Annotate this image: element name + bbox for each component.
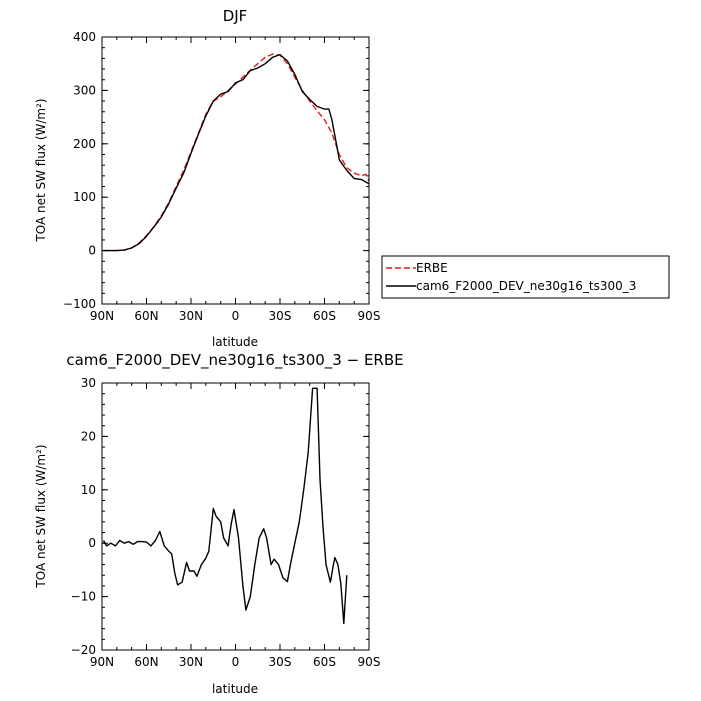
x-tick-label-bottom: 0	[232, 655, 240, 669]
x-tick-label-top: 60S	[313, 309, 336, 323]
y-tick-label-bottom: 0	[88, 536, 96, 550]
x-tick-label-top: 30N	[179, 309, 203, 323]
y-tick-label-bottom: 10	[81, 483, 96, 497]
x-tick-label-top: 30S	[269, 309, 292, 323]
x-tick-label-bottom: 60S	[313, 655, 336, 669]
plot-frame-bottom	[101, 382, 370, 651]
y-axis-label-top: TOA net SW flux (W/m²)	[34, 98, 48, 242]
y-tick-label-top: 100	[73, 190, 96, 204]
x-tick-label-top: 60N	[134, 309, 158, 323]
x-tick-label-top: 90N	[90, 309, 114, 323]
x-tick-label-top: 0	[232, 309, 240, 323]
chart-title-bottom: cam6_F2000_DEV_ne30g16_ts300_3 − ERBE	[66, 351, 403, 370]
series-lines-top	[103, 53, 370, 252]
series-lines-bottom	[102, 387, 348, 624]
y-tick-label-top: 400	[73, 30, 96, 44]
series-line-top-0	[103, 53, 370, 252]
legend-box	[381, 255, 670, 299]
x-tick-label-bottom: 90S	[358, 655, 381, 669]
legend-label-model: cam6_F2000_DEV_ne30g16_ts300_3	[416, 279, 636, 293]
chart-title-top: DJF	[223, 7, 248, 25]
x-tick-label-top: 90S	[358, 309, 381, 323]
legend: ERBE cam6_F2000_DEV_ne30g16_ts300_3	[381, 255, 670, 299]
axis-ticks-bottom: 90N 60N 30N 0 30S 60S 90S −20 −10 0 10 20 30	[71, 376, 381, 669]
y-tick-label-bottom: 30	[81, 376, 96, 390]
series-line-bottom-0	[102, 387, 348, 624]
y-tick-label-bottom: −20	[71, 643, 96, 657]
y-tick-label-top: 200	[73, 137, 96, 151]
y-tick-label-top: −100	[63, 297, 96, 311]
x-axis-label-bottom: latitude	[212, 682, 258, 696]
x-tick-label-bottom: 90N	[90, 655, 114, 669]
x-tick-label-bottom: 30N	[179, 655, 203, 669]
y-axis-label-bottom: TOA net SW flux (W/m²)	[34, 444, 48, 588]
y-tick-label-bottom: −10	[71, 590, 96, 604]
series-line-top-1	[103, 53, 370, 252]
y-tick-label-top: 300	[73, 83, 96, 97]
plot-frame-top	[101, 36, 370, 305]
x-tick-label-bottom: 30S	[269, 655, 292, 669]
y-tick-label-bottom: 20	[81, 429, 96, 443]
legend-label-erbe: ERBE	[416, 261, 448, 275]
x-tick-label-bottom: 60N	[134, 655, 158, 669]
panel-top: DJF TOA net SW flux (W/m²) latitude 90N 6…	[34, 7, 380, 349]
y-tick-label-top: 0	[88, 244, 96, 258]
axis-ticks-top: 90N 60N 30N 0 30S 60S 90S −100 0 100 200 300 400	[63, 30, 380, 323]
x-axis-label-top: latitude	[212, 335, 258, 349]
panel-bottom: cam6_F2000_DEV_ne30g16_ts300_3 − ERBE TO…	[34, 351, 404, 696]
